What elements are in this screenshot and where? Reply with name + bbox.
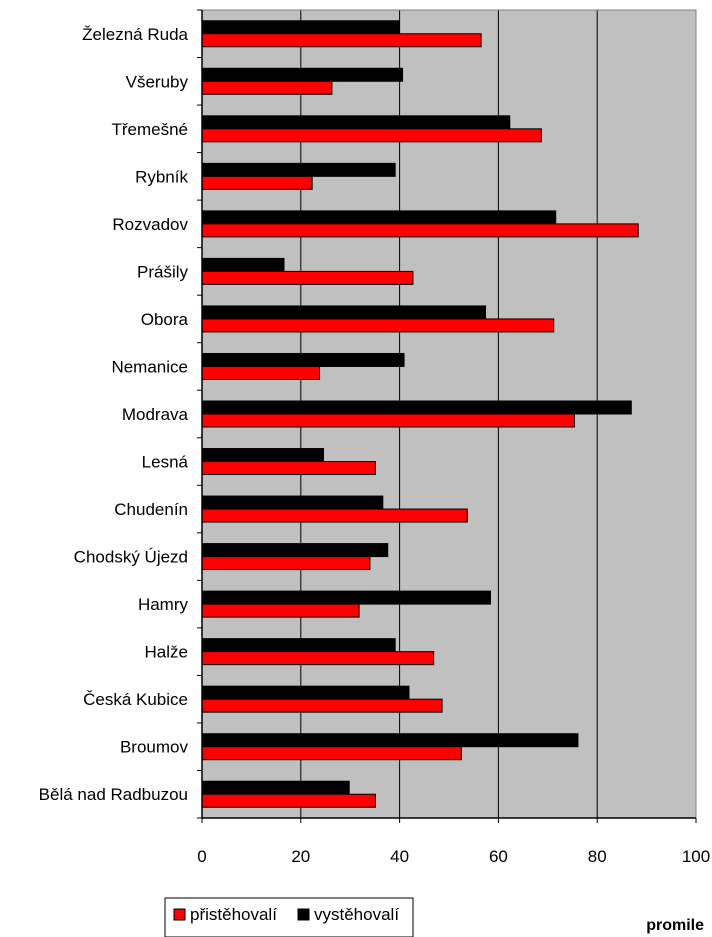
- legend-swatch-vystehovali: [297, 908, 310, 921]
- bar-pristehovali: [201, 556, 371, 571]
- bar-pristehovali: [201, 365, 321, 380]
- bar-vystehovali: [201, 67, 404, 82]
- legend-swatch-pristehovali: [173, 908, 186, 921]
- bar-vystehovali: [201, 685, 410, 700]
- category-labels: Železná Ruda Všeruby Třemešné Rybník Rozvado…: [39, 25, 189, 804]
- bar-pristehovali: [201, 128, 542, 143]
- bar-vystehovali: [201, 257, 285, 272]
- bar-pristehovali: [201, 223, 639, 238]
- bar-vystehovali: [201, 162, 396, 177]
- bar-vystehovali: [201, 210, 557, 225]
- x-tick-label: 100: [682, 847, 710, 866]
- bar-pristehovali: [201, 746, 462, 761]
- category-label: Modrava: [122, 405, 189, 424]
- bar-vystehovali: [201, 115, 511, 130]
- category-label: Broumov: [120, 738, 189, 757]
- bar-pristehovali: [201, 270, 414, 285]
- x-tick-label: 20: [291, 847, 310, 866]
- bar-pristehovali: [201, 413, 575, 428]
- x-tick-label: 80: [588, 847, 607, 866]
- bar-vystehovali: [201, 780, 350, 795]
- legend: přistěhovalí vystěhovalí: [164, 897, 414, 937]
- bar-pristehovali: [201, 33, 482, 48]
- bar-vystehovali: [201, 20, 400, 35]
- bar-vystehovali: [201, 638, 396, 653]
- tick-labels: 0 20 40 60 80 100: [197, 847, 710, 866]
- bar-pristehovali: [201, 698, 443, 713]
- category-label: Chudenín: [114, 500, 188, 519]
- bar-pristehovali: [201, 80, 333, 95]
- bar-vystehovali: [201, 448, 325, 463]
- category-label: Bělá nad Radbuzou: [39, 785, 188, 804]
- bar-vystehovali: [201, 352, 405, 367]
- bar-pristehovali: [201, 318, 555, 333]
- category-label: Halže: [145, 643, 188, 662]
- category-label: Rozvadov: [112, 215, 188, 234]
- bar-pristehovali: [201, 461, 376, 476]
- bar-vystehovali: [201, 590, 491, 605]
- category-label: Rybník: [135, 167, 188, 186]
- bar-pristehovali: [201, 793, 376, 808]
- category-label: Chodský Újezd: [74, 548, 188, 567]
- legend-label-pristehovali: přistěhovalí: [190, 905, 277, 924]
- category-label: Třemešné: [111, 120, 188, 139]
- category-label: Hamry: [138, 595, 189, 614]
- bar-pristehovali: [201, 508, 468, 523]
- category-label: Obora: [141, 310, 189, 329]
- x-tick-label: 60: [489, 847, 508, 866]
- category-label: Lesná: [142, 453, 189, 472]
- bar-pristehovali: [201, 175, 313, 190]
- category-label: Nemanice: [111, 357, 188, 376]
- bar-vystehovali: [201, 495, 384, 510]
- bars: [201, 20, 639, 808]
- bar-pristehovali: [201, 603, 360, 618]
- x-axis-unit-label: promile: [646, 917, 704, 934]
- bar-vystehovali: [201, 305, 487, 320]
- legend-box: [164, 897, 414, 937]
- x-tick-label: 40: [390, 847, 409, 866]
- bar-vystehovali: [201, 543, 389, 558]
- category-label: Česká Kubice: [83, 690, 188, 709]
- category-label: Všeruby: [126, 72, 189, 91]
- axes: [197, 9, 697, 823]
- bar-pristehovali: [201, 651, 435, 666]
- x-tick-label: 0: [197, 847, 206, 866]
- bar-vystehovali: [201, 400, 632, 415]
- legend-label-vystehovali: vystěhovalí: [314, 905, 399, 924]
- category-label: Železná Ruda: [82, 25, 188, 44]
- bar-vystehovali: [201, 733, 579, 748]
- category-label: Prášily: [137, 262, 189, 281]
